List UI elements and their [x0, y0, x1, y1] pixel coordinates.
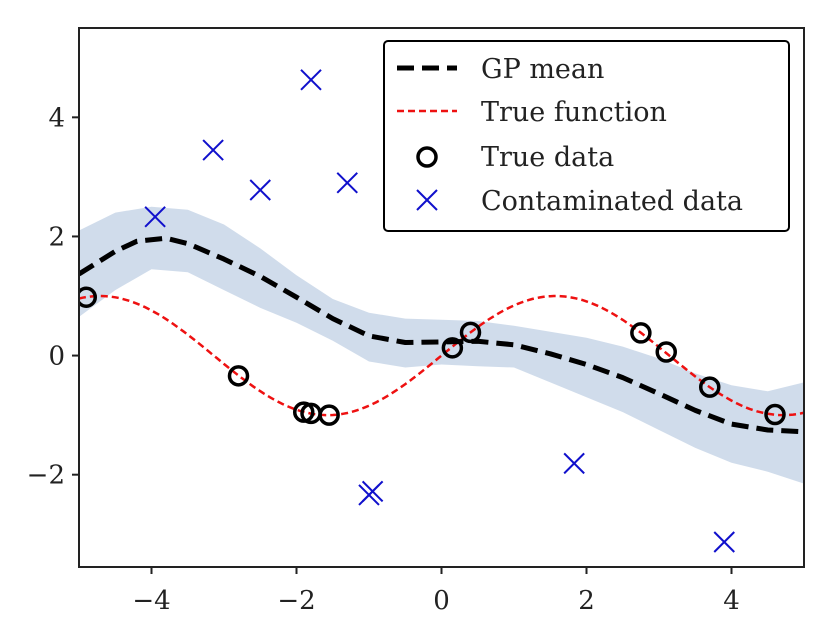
true-data-point — [655, 341, 677, 363]
legend-swatch-true-data — [416, 146, 438, 168]
true-data-point — [764, 403, 786, 426]
contaminated-data-point — [202, 139, 224, 161]
x-tick-label: −4 — [132, 586, 170, 616]
gp-uncertainty-band — [79, 206, 804, 484]
legend-label-true-data: True data — [481, 142, 614, 173]
true-data-point — [699, 376, 721, 398]
y-tick-label: 0 — [48, 342, 65, 372]
contaminated-data-point — [336, 172, 358, 194]
x-tick-label: 2 — [578, 586, 595, 616]
y-tick-label: 2 — [48, 222, 65, 252]
legend-box — [383, 40, 790, 232]
x-tick-label: 0 — [433, 586, 450, 616]
legend: GP mean True function True data Contamin… — [383, 40, 790, 232]
legend-swatch-contaminated-data — [416, 189, 438, 211]
true-data-point — [459, 321, 482, 344]
plot-area — [79, 69, 804, 553]
legend-label-gp-mean: GP mean — [481, 54, 604, 85]
x-tick-label: 4 — [723, 586, 740, 616]
true-data-point — [318, 404, 340, 426]
axes: −4 −2 0 2 4 −2 0 2 4 — [27, 103, 740, 616]
true-data-point — [441, 337, 464, 359]
contaminated-data-point — [361, 480, 384, 503]
contaminated-data-point — [144, 206, 166, 228]
true-data-point — [630, 322, 652, 344]
y-tick-label: −2 — [27, 461, 65, 491]
legend-label-true-function: True function — [481, 97, 667, 128]
contaminated-data-point — [249, 179, 271, 201]
true-function-line — [79, 294, 804, 417]
x-tick-label: −2 — [277, 586, 315, 616]
true-data-point — [227, 365, 250, 387]
true-data-point — [79, 286, 97, 308]
gp-mean-line — [79, 235, 804, 435]
contaminated-data-point — [300, 69, 322, 91]
legend-label-contaminated-data: Contaminated data — [481, 186, 743, 217]
contaminated-data-point — [713, 531, 735, 553]
contaminated-data-point — [563, 452, 585, 475]
y-tick-label: 4 — [48, 103, 65, 133]
